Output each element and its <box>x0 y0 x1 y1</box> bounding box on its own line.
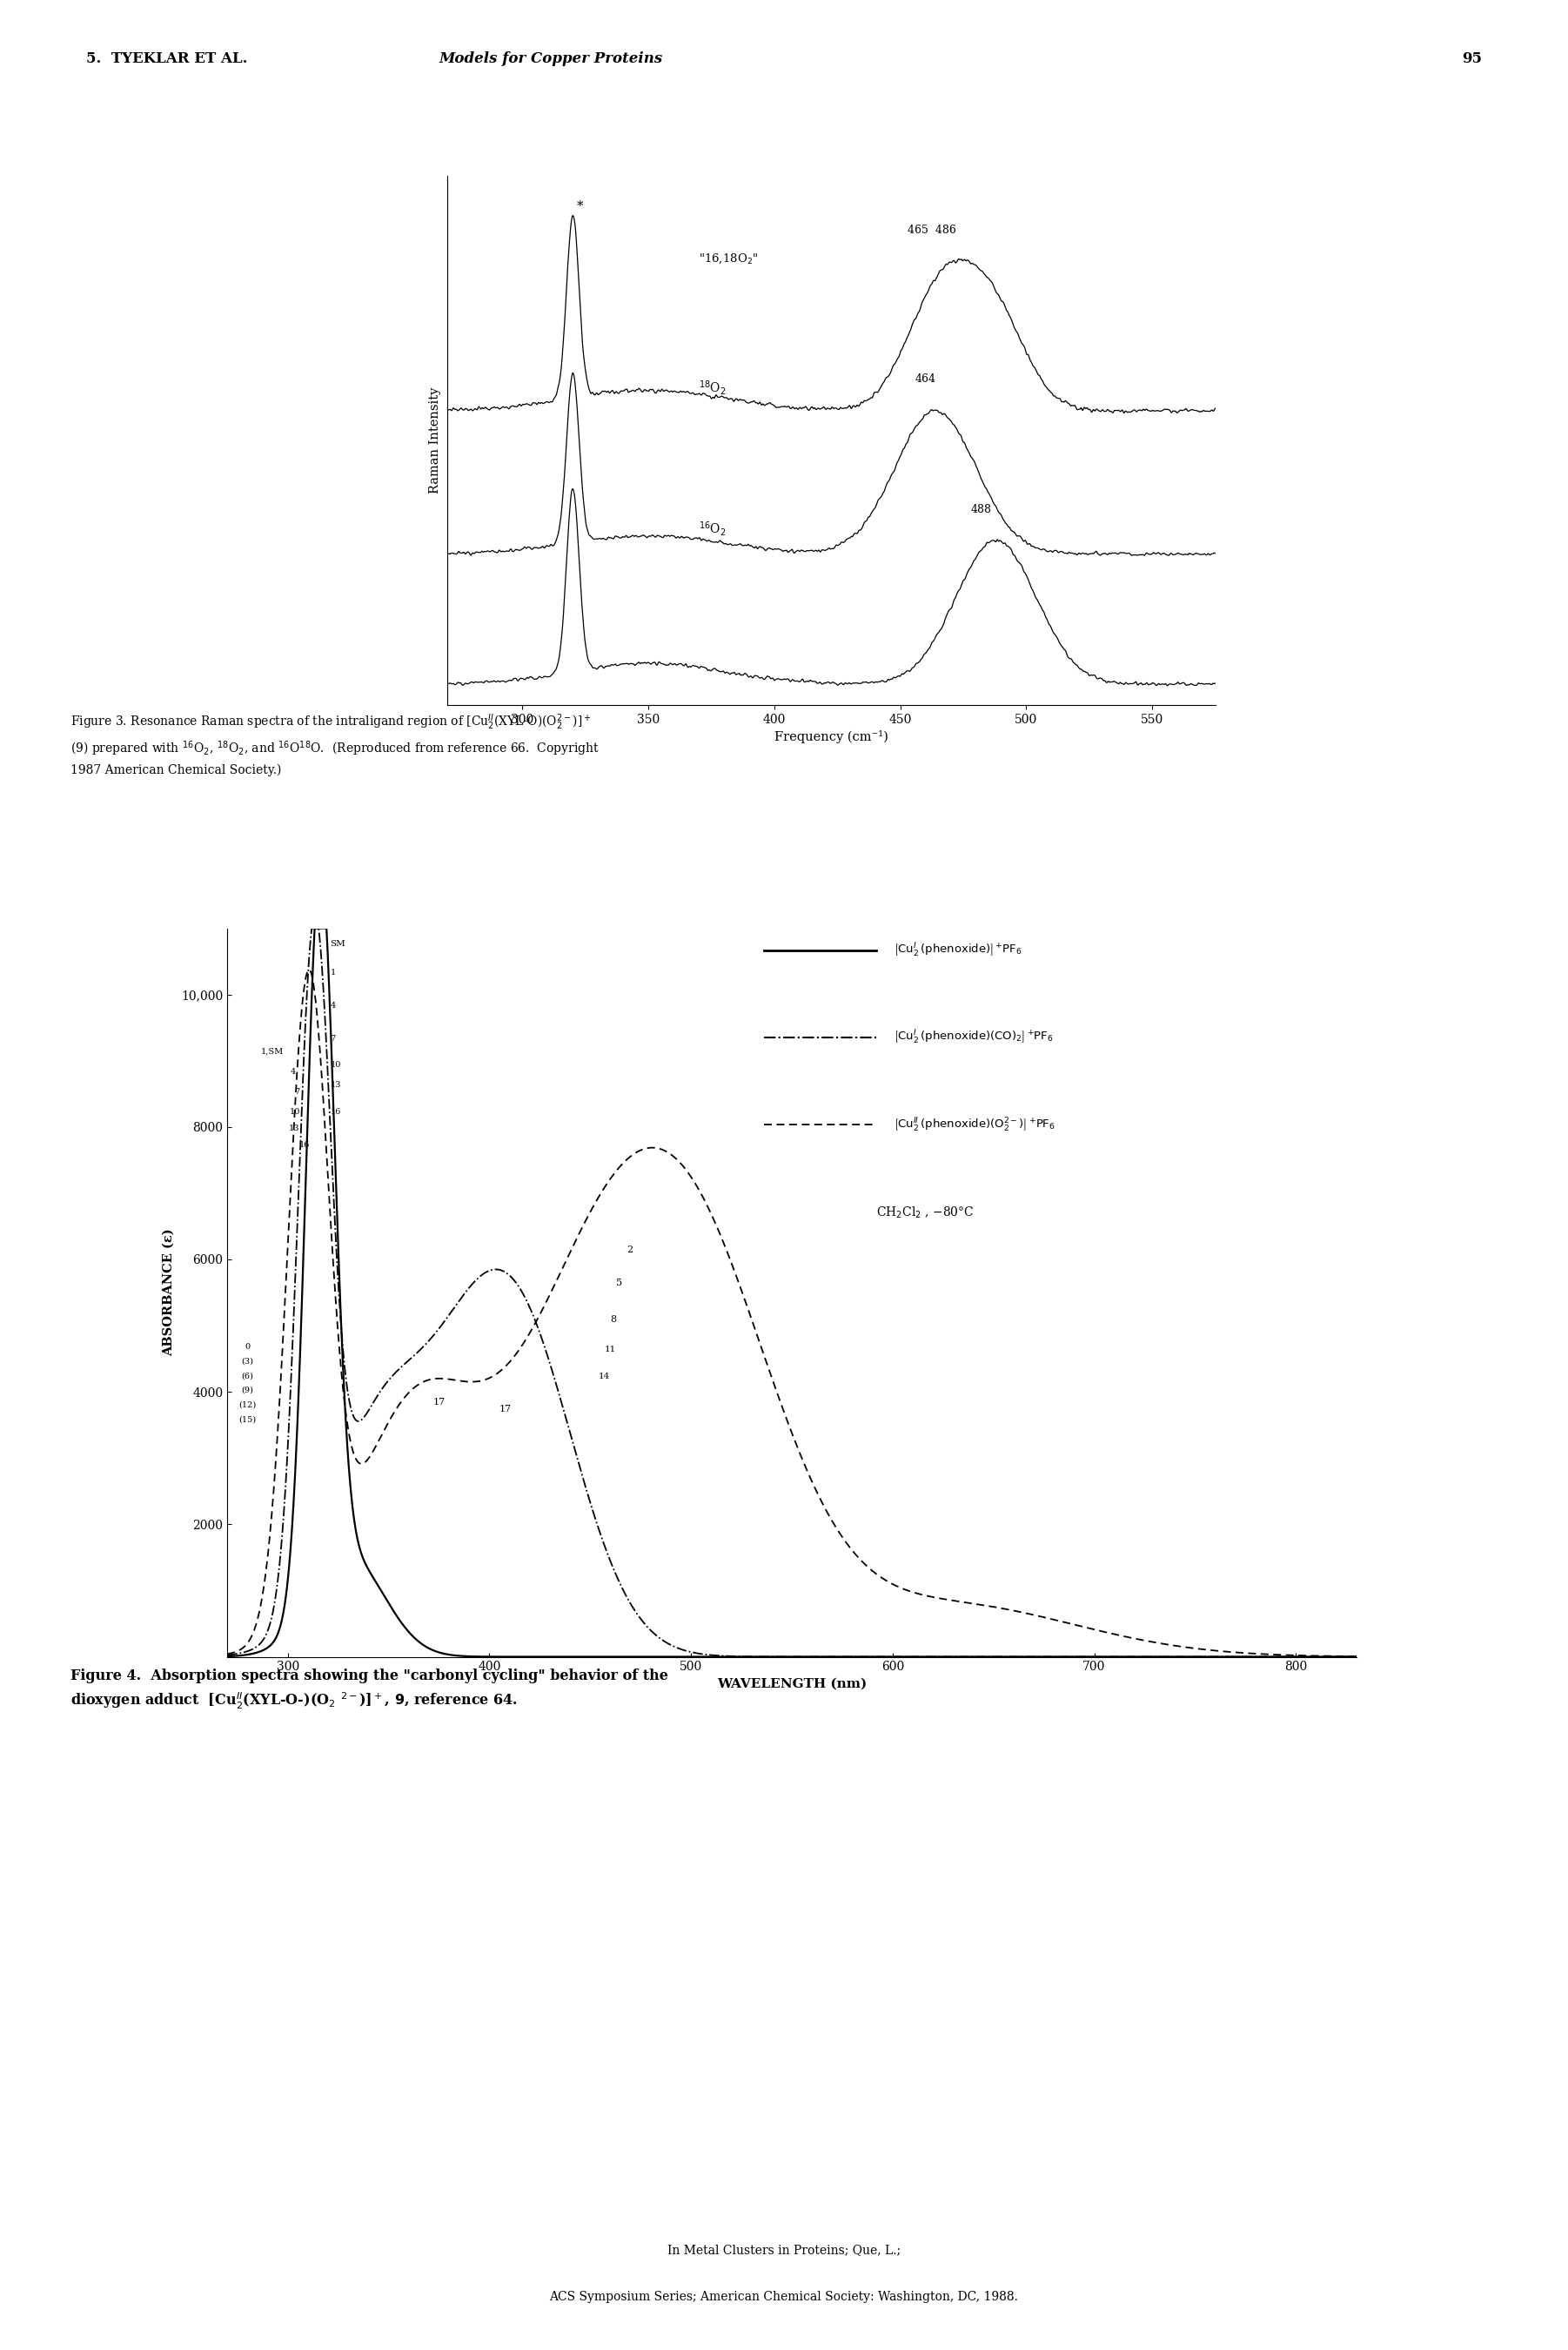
Text: 13: 13 <box>289 1123 299 1133</box>
Text: (3): (3) <box>241 1358 254 1365</box>
Text: $^{16}$O$_2$: $^{16}$O$_2$ <box>699 519 726 538</box>
Text: 10: 10 <box>289 1107 299 1116</box>
Text: 4: 4 <box>290 1067 296 1076</box>
Text: 10: 10 <box>331 1062 340 1069</box>
Text: ACS Symposium Series; American Chemical Society: Washington, DC, 1988.: ACS Symposium Series; American Chemical … <box>549 2291 1019 2303</box>
Text: 464: 464 <box>916 374 936 385</box>
Text: (6): (6) <box>241 1372 254 1379</box>
Text: (12): (12) <box>238 1401 256 1408</box>
Text: 11: 11 <box>604 1347 616 1354</box>
Text: 5: 5 <box>616 1278 622 1288</box>
Text: 1,SM: 1,SM <box>260 1048 284 1055</box>
Text: Models for Copper Proteins: Models for Copper Proteins <box>439 52 663 66</box>
Text: CH$_2$Cl$_2$ , −80°C: CH$_2$Cl$_2$ , −80°C <box>877 1206 974 1220</box>
Text: 16: 16 <box>331 1107 340 1116</box>
Text: $\left[\mathrm{Cu}^I_2\,\mathrm{(phenoxide)}\right]^+\!\mathrm{PF_6}$: $\left[\mathrm{Cu}^I_2\,\mathrm{(phenoxi… <box>894 942 1022 959</box>
Text: (9): (9) <box>241 1386 254 1394</box>
Text: 16: 16 <box>299 1140 310 1149</box>
X-axis label: WAVELENGTH (nm): WAVELENGTH (nm) <box>717 1678 867 1690</box>
Text: In Metal Clusters in Proteins; Que, L.;: In Metal Clusters in Proteins; Que, L.; <box>668 2244 900 2256</box>
Text: 7: 7 <box>331 1034 336 1043</box>
Text: 8: 8 <box>610 1316 616 1323</box>
Text: (15): (15) <box>238 1415 256 1424</box>
Text: 17: 17 <box>500 1405 511 1412</box>
Text: 95: 95 <box>1461 52 1482 66</box>
Y-axis label: ABSORBANCE (ε): ABSORBANCE (ε) <box>163 1229 176 1356</box>
Text: 2: 2 <box>627 1246 633 1255</box>
Text: SM: SM <box>331 940 345 947</box>
Text: 7: 7 <box>295 1088 299 1095</box>
Text: 17: 17 <box>433 1398 445 1408</box>
Text: $\left[\mathrm{Cu}^{II}_2\,\mathrm{(phenoxide)(O^{2-}_2)}\right]^+\!\mathrm{PF_6: $\left[\mathrm{Cu}^{II}_2\,\mathrm{(phen… <box>894 1116 1055 1133</box>
Text: $^{18}$O$_2$: $^{18}$O$_2$ <box>699 378 726 397</box>
Text: Figure 3. Resonance Raman spectra of the intraligand region of [Cu$^{II}_{2}$(XY: Figure 3. Resonance Raman spectra of the… <box>71 712 599 776</box>
Text: *: * <box>577 200 583 214</box>
Text: "16,18O$_2$": "16,18O$_2$" <box>699 251 757 266</box>
Text: 4: 4 <box>331 1001 336 1010</box>
Text: $\left[\mathrm{Cu}^I_2\,\mathrm{(phenoxide)(CO)_2}\right]^+\!\mathrm{PF_6}$: $\left[\mathrm{Cu}^I_2\,\mathrm{(phenoxi… <box>894 1029 1054 1046</box>
Text: 5.  TYEKLAR ET AL.: 5. TYEKLAR ET AL. <box>86 52 248 66</box>
Text: Figure 4.  Absorption spectra showing the "carbonyl cycling" behavior of the
dio: Figure 4. Absorption spectra showing the… <box>71 1668 668 1711</box>
Text: 1: 1 <box>331 968 336 975</box>
Text: 13: 13 <box>331 1081 342 1088</box>
Text: 488: 488 <box>971 503 991 515</box>
Text: 14: 14 <box>599 1372 610 1379</box>
Text: 0: 0 <box>245 1342 251 1351</box>
Y-axis label: Raman Intensity: Raman Intensity <box>428 388 441 494</box>
X-axis label: Frequency (cm⁻¹): Frequency (cm⁻¹) <box>775 731 887 743</box>
Text: 465  486: 465 486 <box>908 226 956 235</box>
